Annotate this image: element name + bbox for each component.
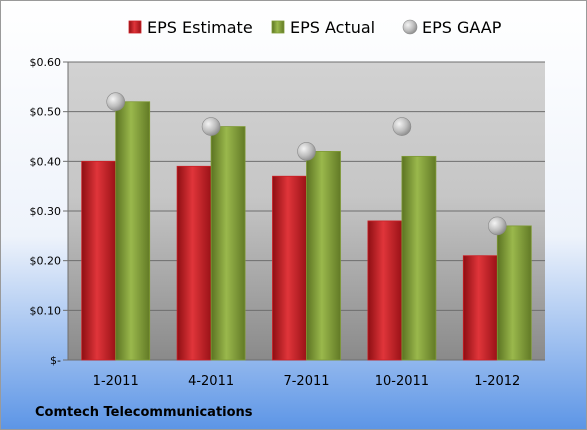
legend-label: EPS GAAP — [422, 18, 502, 37]
legend-label: EPS Estimate — [147, 18, 253, 37]
point-eps-gaap — [106, 92, 125, 112]
x-tick-label: 4-2011 — [188, 374, 234, 389]
x-axis-ticks: 1-2011 4-2011 7-2011 10-2011 1-2012 — [93, 374, 521, 389]
legend-swatch — [128, 20, 142, 34]
y-axis-ticks: $- $0.10 $0.20 $0.30 $0.40 $0.50 $0.60 — [30, 56, 69, 367]
y-tick-label: $0.10 — [30, 304, 62, 317]
legend-swatch — [402, 19, 418, 35]
x-tick-label: 10-2011 — [375, 374, 429, 389]
y-tick-label: $0.60 — [30, 56, 62, 69]
gaap-points — [106, 92, 507, 236]
x-tick-label: 1-2012 — [474, 374, 520, 389]
x-tick-label: 7-2011 — [283, 374, 329, 389]
company-name: Comtech Telecommunications — [35, 405, 253, 420]
bars — [81, 101, 532, 361]
y-tick-label: $- — [50, 354, 61, 367]
bar-eps-estimate — [81, 160, 117, 361]
x-tick-label: 1-2011 — [93, 374, 139, 389]
legend-label: EPS Actual — [290, 18, 375, 37]
y-tick-label: $0.50 — [30, 106, 62, 119]
bar-eps-actual — [115, 101, 151, 361]
point-eps-gaap — [392, 117, 412, 136]
bar-eps-actual — [401, 155, 437, 361]
y-tick-label: $0.30 — [30, 205, 62, 218]
bar-eps-estimate — [176, 165, 212, 361]
point-eps-gaap — [201, 117, 221, 136]
bar-eps-actual — [306, 150, 341, 361]
bar-eps-estimate — [462, 255, 498, 361]
y-tick-label: $0.40 — [30, 155, 62, 168]
bar-eps-estimate — [367, 220, 403, 361]
legend: EPS Estimate EPS Actual EPS GAAP — [128, 18, 502, 37]
point-eps-gaap — [487, 216, 507, 236]
bar-eps-estimate — [272, 175, 307, 361]
bar-eps-actual — [496, 225, 532, 361]
y-tick-label: $0.20 — [30, 255, 62, 268]
point-eps-gaap — [297, 142, 316, 161]
bar-eps-actual — [210, 126, 246, 361]
legend-swatch — [271, 20, 285, 34]
